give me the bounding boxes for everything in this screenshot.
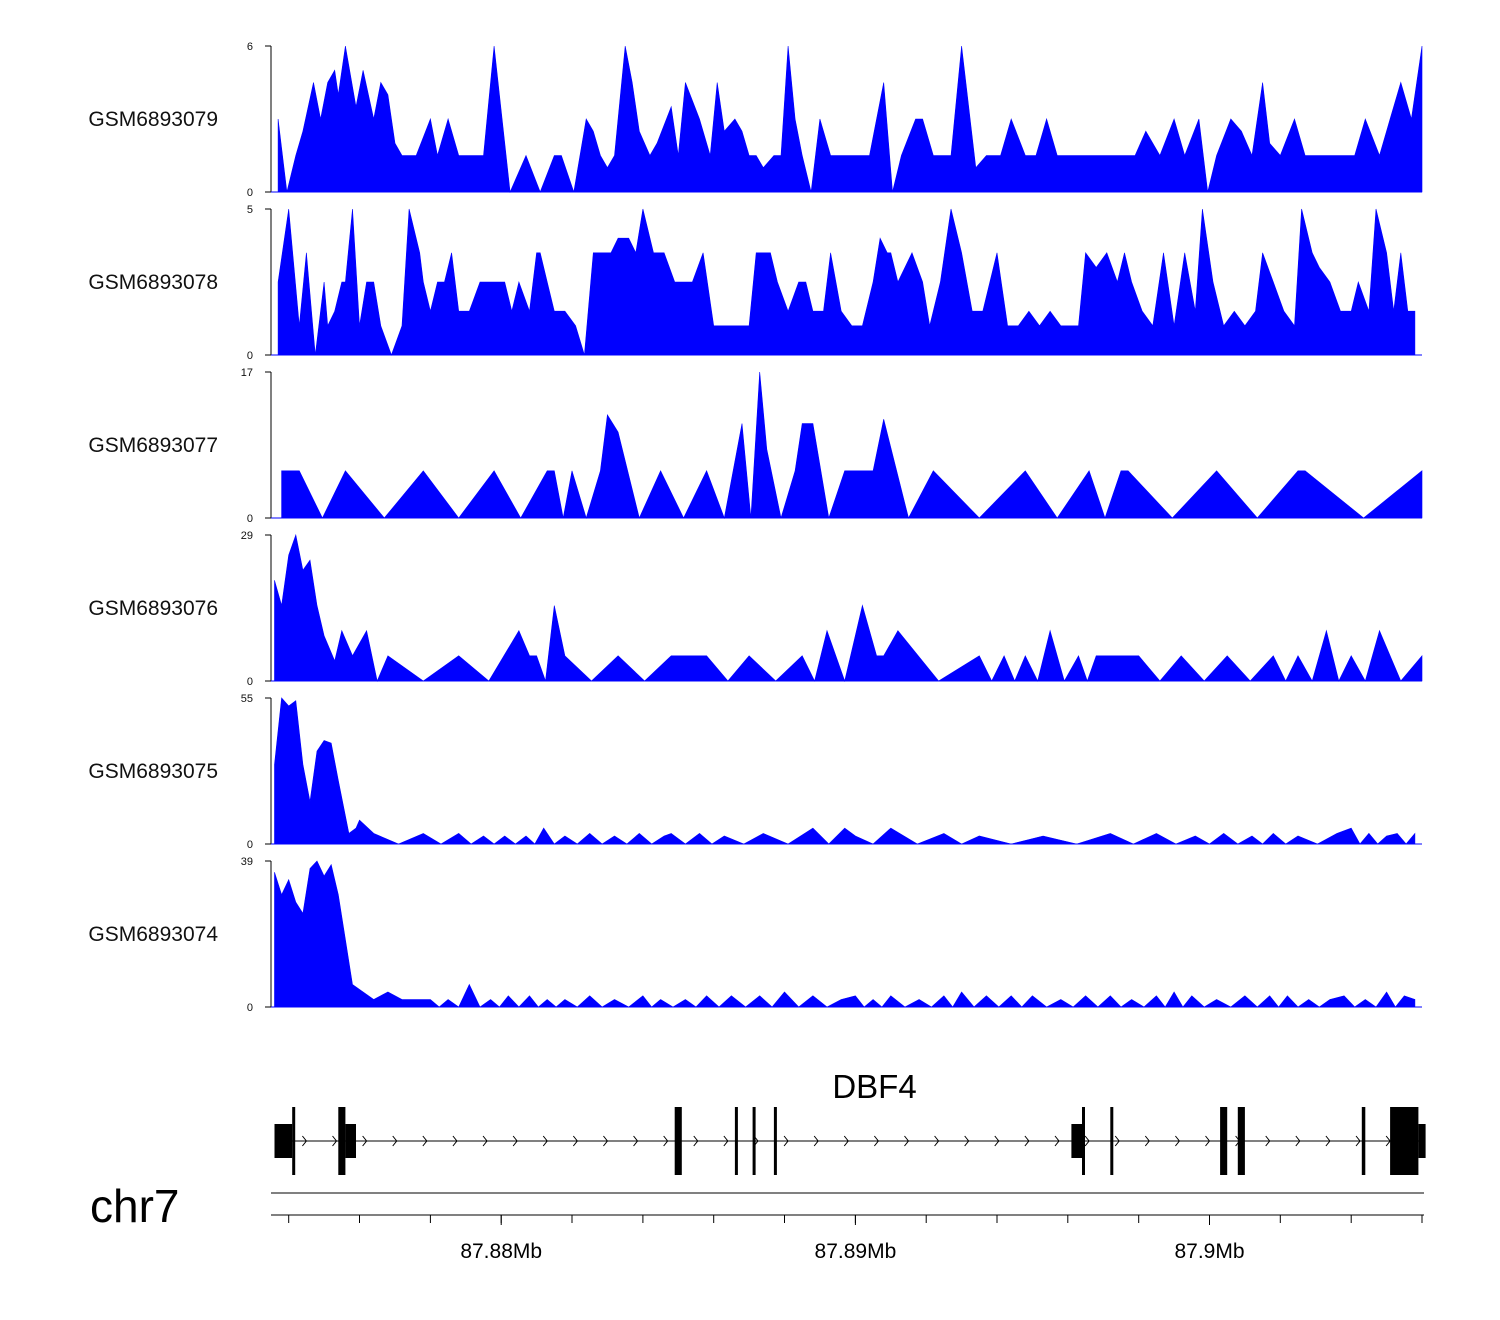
chromosome-label: chr7 [90,1180,179,1232]
track-GSM6893079: GSM6893079 6 0 [88,41,1423,199]
gene-coding-exon [1220,1107,1228,1175]
gene-utr-exon [345,1124,356,1158]
gene-coding-exon [1361,1107,1366,1175]
track-GSM6893077: GSM6893077 17 0 [88,367,1423,525]
strand-arrow [904,1135,910,1147]
coverage-area-GSM6893076 [274,533,1423,683]
strand-arrow [603,1135,609,1147]
gene-coding-exon [752,1107,756,1175]
strand-arrow [873,1135,880,1147]
track-GSM6893078: GSM6893078 5 0 [88,204,1422,362]
strand-arrow [843,1135,849,1147]
coverage-area-GSM6893078 [277,208,1416,356]
strand-arrow [1295,1135,1301,1147]
gene-coding-exon [292,1107,296,1175]
coverage-area-GSM6893077 [281,371,1423,520]
strand-arrow [332,1135,338,1147]
strand-arrow [1054,1135,1060,1147]
y-tick-label-min: 0 [247,1002,253,1014]
strand-arrow [723,1135,729,1147]
gene-coding-exon [338,1107,346,1175]
gene-coding-exon [1110,1107,1114,1175]
gene-utr-exon [274,1124,293,1158]
strand-arrow [1175,1135,1181,1147]
y-tick-label-max: 29 [241,530,253,542]
y-tick-label-min: 0 [247,350,253,362]
strand-arrow [1144,1135,1150,1147]
y-tick-label-min: 0 [247,839,253,851]
y-tick-label-max: 6 [247,41,253,53]
track-GSM6893075: GSM6893075 55 0 [88,693,1422,851]
y-tick-label-min: 0 [247,676,253,688]
strand-arrow [783,1135,789,1147]
strand-arrow [1265,1135,1271,1147]
y-tick-label-min: 0 [247,513,253,525]
strand-arrow [813,1135,819,1147]
track-label: GSM6893078 [88,271,218,294]
strand-arrow [452,1135,458,1147]
strand-arrow [1205,1135,1211,1147]
strand-arrow [633,1135,639,1147]
track-label: GSM6893079 [88,108,218,131]
strand-arrow [572,1135,578,1147]
track-GSM6893076: GSM6893076 29 0 [88,530,1423,688]
track-GSM6893074: GSM6893074 39 0 [88,856,1422,1014]
track-label: GSM6893075 [88,760,218,783]
gene-utr-exon [1071,1124,1082,1158]
strand-arrow [512,1135,518,1147]
coverage-area-GSM6893074 [274,860,1416,1008]
gene-coding-exon [1237,1107,1245,1175]
strand-arrow [1084,1135,1090,1147]
strand-arrow [392,1135,398,1147]
strand-arrow [542,1135,548,1147]
strand-arrow [693,1135,699,1147]
coverage-tracks: GSM689307960GSM689307850GSM6893077170GSM… [88,41,1423,1014]
strand-arrow [1325,1135,1331,1147]
y-tick-label-max: 17 [241,367,253,379]
y-tick-label-min: 0 [247,187,253,199]
track-label: GSM6893074 [88,923,218,946]
y-tick-label-max: 39 [241,856,253,868]
strand-arrow [934,1135,940,1147]
gene-coding-exon [773,1107,777,1175]
coverage-area-GSM6893079 [277,45,1423,194]
strand-arrow [362,1135,368,1147]
gene-coding-exon [734,1107,738,1175]
gene-annotation-track: DBF4 [274,1068,1426,1175]
strand-arrow [994,1135,1000,1147]
x-tick-label: 87.88Mb [460,1240,542,1263]
track-label: GSM6893076 [88,597,218,620]
strand-arrow [482,1135,488,1147]
strand-arrow [663,1135,669,1147]
strand-arrow [302,1135,308,1147]
genome-axis: chr7 87.88Mb 87.89Mb 87.9Mb [90,1180,1424,1263]
strand-arrow [1355,1135,1361,1147]
track-label: GSM6893077 [88,434,218,457]
gene-name-label: DBF4 [832,1068,916,1105]
strand-arrow [422,1135,428,1147]
y-tick-label-max: 55 [241,693,253,705]
coverage-area-GSM6893075 [274,697,1416,845]
strand-arrow [1024,1135,1030,1147]
gene-coding-exon [674,1107,682,1175]
x-tick-label: 87.89Mb [815,1240,897,1263]
y-tick-label-max: 5 [247,204,253,216]
gene-coding-exon [1082,1107,1085,1175]
gene-utr-exon [1418,1124,1426,1158]
gene-coding-exon [1390,1107,1419,1175]
strand-arrow [1114,1135,1120,1147]
x-tick-label: 87.9Mb [1174,1240,1244,1263]
strand-arrow [964,1135,970,1147]
